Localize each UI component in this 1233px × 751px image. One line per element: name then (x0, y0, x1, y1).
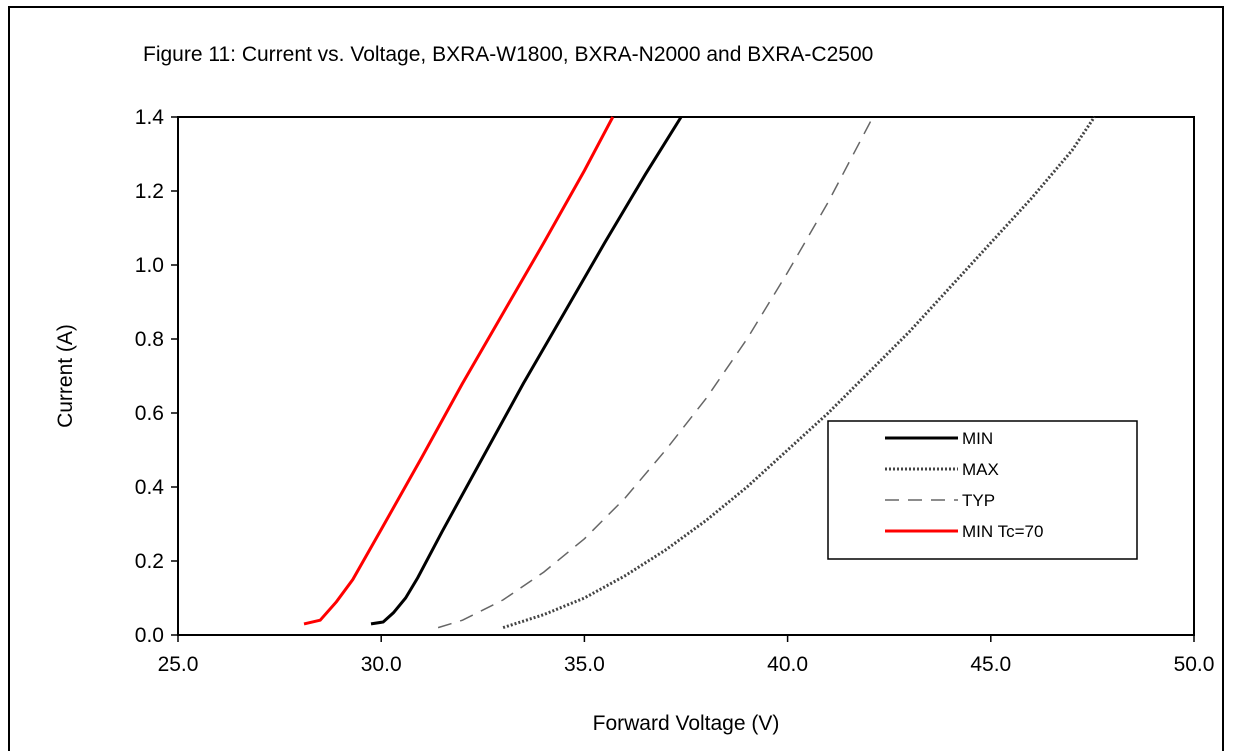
x-tick-label: 45.0 (970, 653, 1011, 676)
legend-label-typ: TYP (962, 491, 995, 510)
y-tick-label: 1.4 (135, 106, 165, 129)
legend-box (827, 420, 1138, 560)
series-line-typ (437, 116, 874, 629)
x-tick-label: 35.0 (564, 653, 605, 676)
figure-frame (8, 6, 1224, 751)
y-tick-label: 1.0 (135, 254, 164, 277)
series-line-min (370, 116, 683, 626)
series-line-min-tc-70 (303, 116, 615, 626)
y-tick-label: 0.4 (135, 476, 165, 499)
series-lines (303, 116, 1096, 630)
legend: MIN MAX TYP MIN Tc=70 (827, 420, 1138, 560)
y-tick-label: 1.2 (135, 180, 164, 203)
x-tick-label: 40.0 (767, 653, 808, 676)
legend-label-min-tc-70: MIN Tc=70 (962, 522, 1043, 541)
x-tick-label: 30.0 (361, 653, 402, 676)
series-line-max (502, 116, 1096, 630)
y-axis-ticks: 0.0 0.2 0.4 0.6 0.8 1.0 1.2 1.4 (135, 106, 178, 647)
y-tick-label: 0.8 (135, 328, 164, 351)
y-tick-label: 0.2 (135, 550, 164, 573)
x-axis-ticks: 25.0 30.0 35.0 40.0 45.0 50.0 (158, 635, 1215, 676)
figure-title: Figure 11: Current vs. Voltage, BXRA-W18… (143, 43, 874, 66)
y-tick-label: 0.6 (135, 402, 164, 425)
legend-label-min: MIN (962, 429, 993, 448)
legend-label-max: MAX (962, 460, 999, 479)
x-tick-label: 50.0 (1174, 653, 1215, 676)
y-axis-title: Current (A) (54, 324, 77, 428)
y-tick-label: 0.0 (135, 624, 164, 647)
x-tick-label: 25.0 (158, 653, 199, 676)
x-axis-title: Forward Voltage (V) (593, 712, 780, 735)
